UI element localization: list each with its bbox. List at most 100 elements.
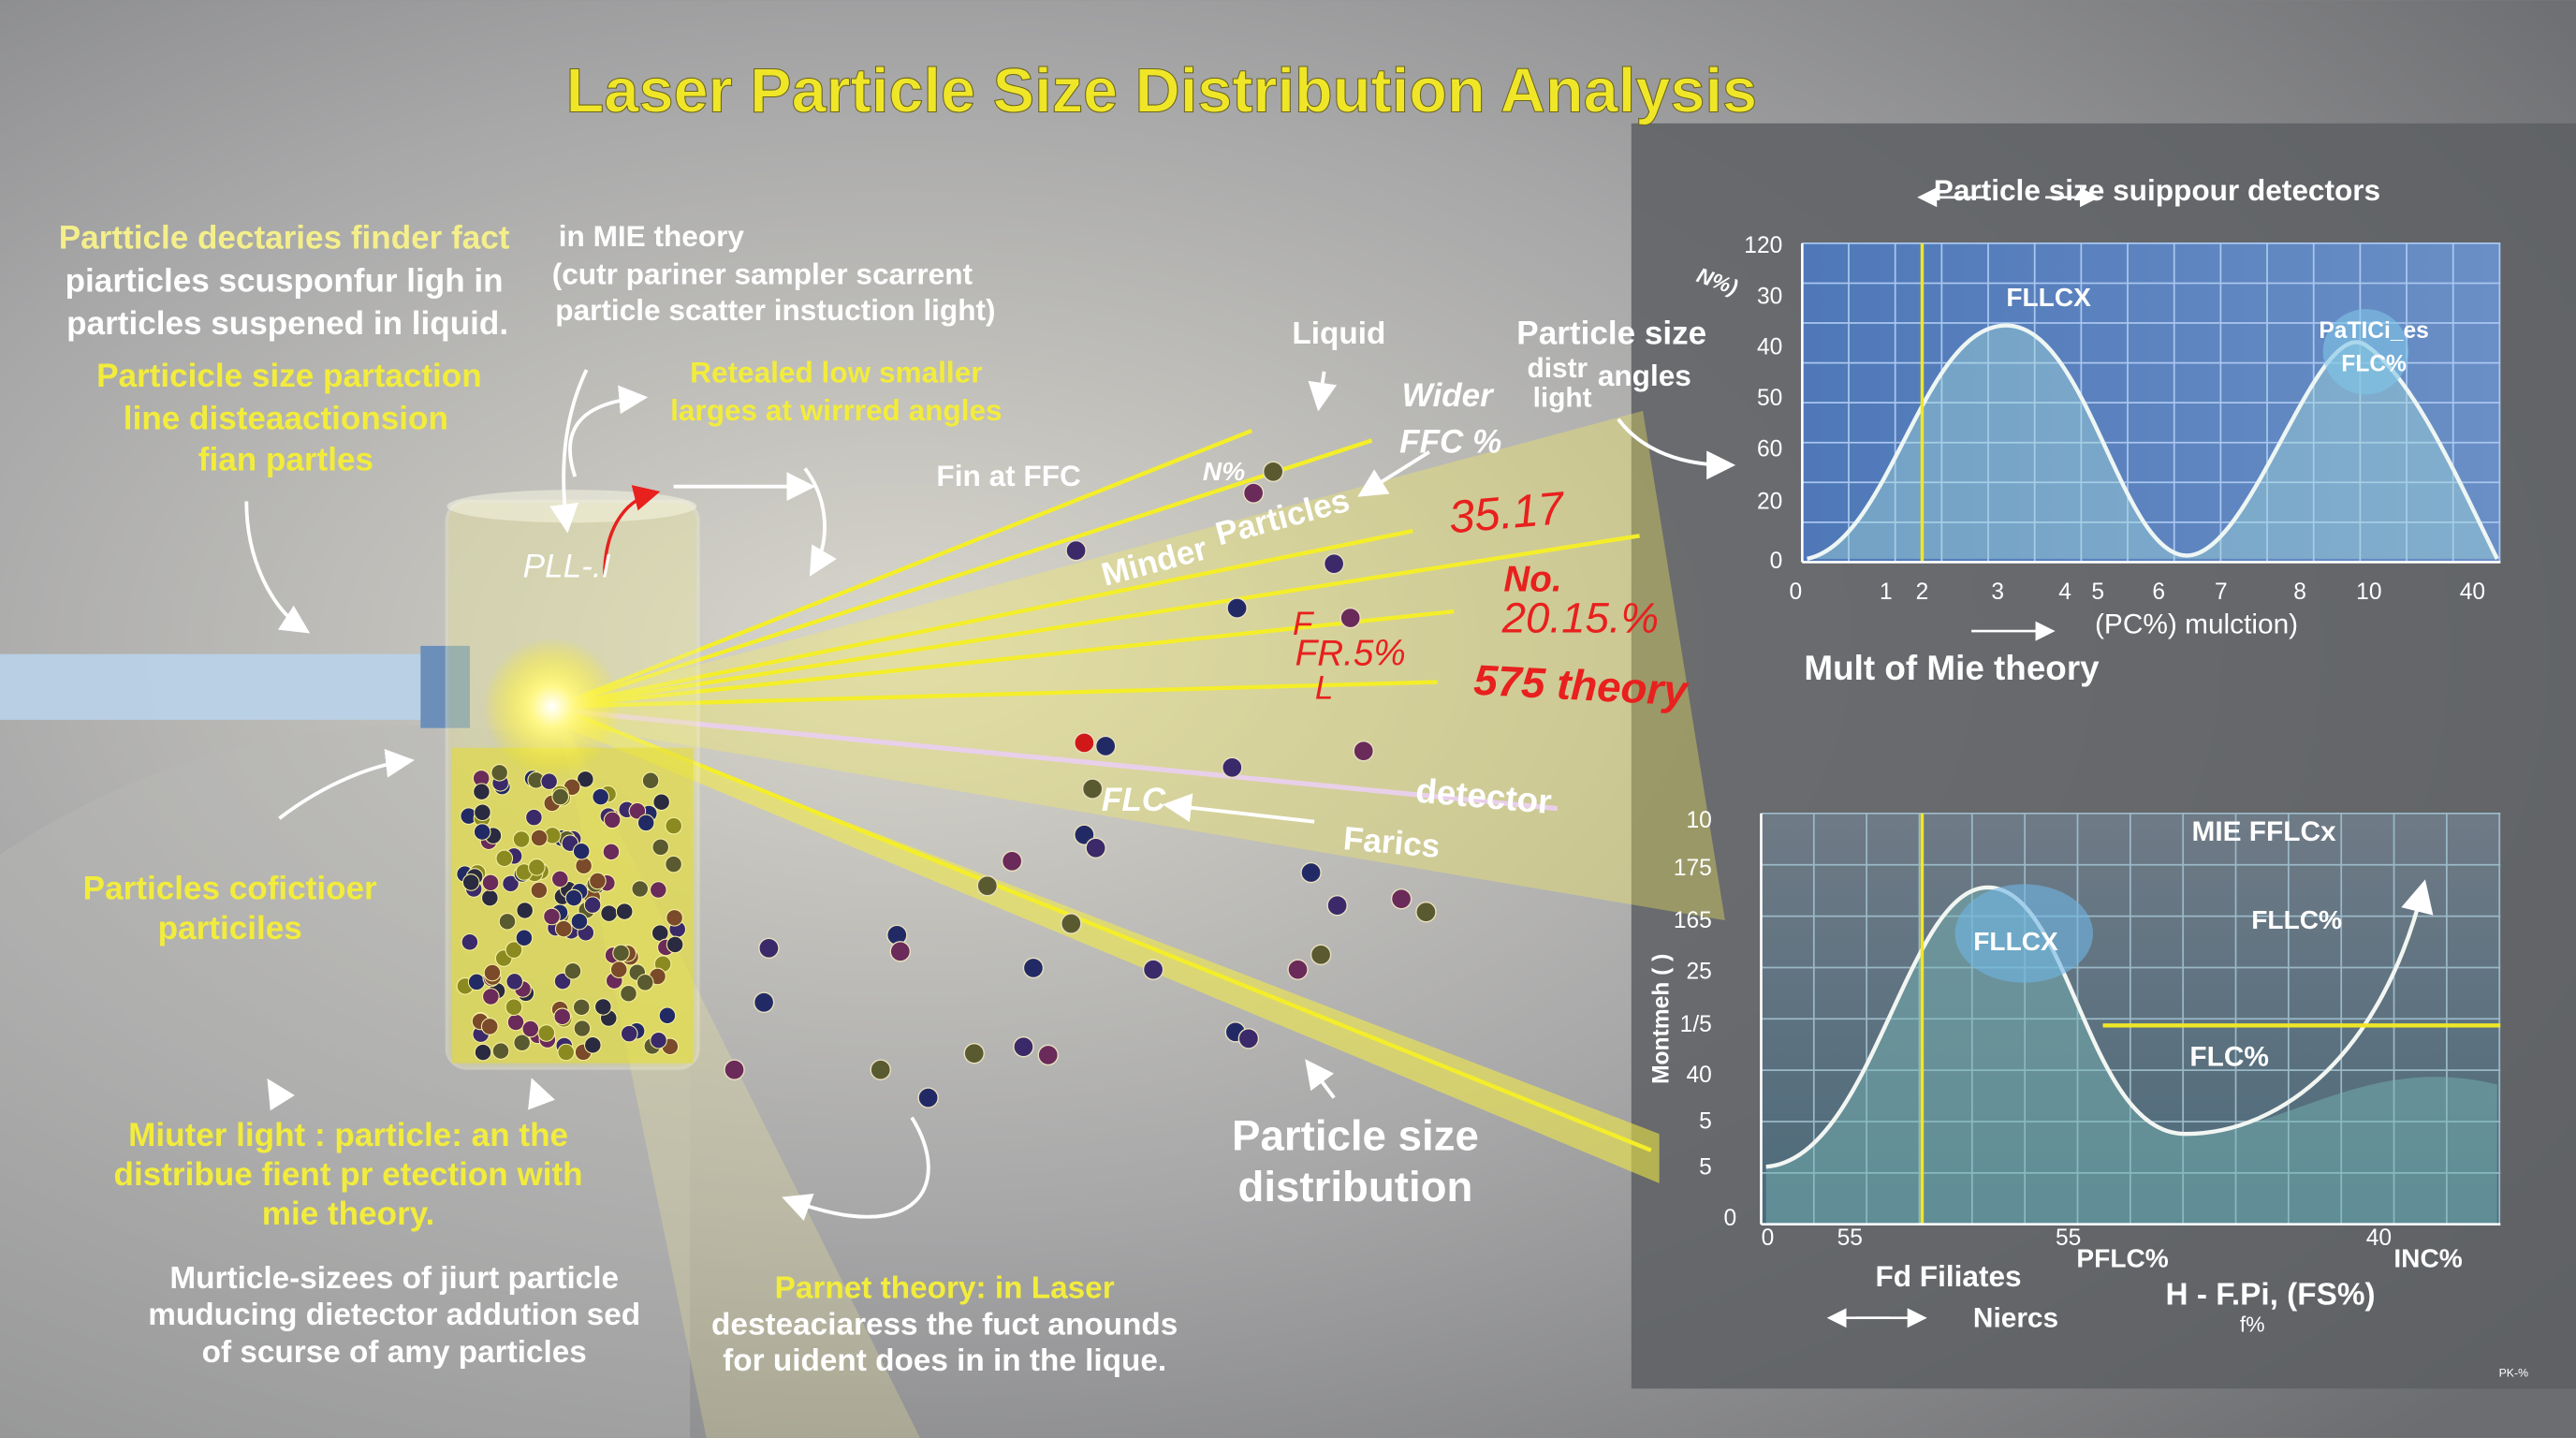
notes-text: Particicle size partaction [96,358,482,394]
particle [1085,837,1106,859]
particle [889,941,912,962]
notes-text: (cutr pariner sampler scarrent [552,257,973,290]
notes-text: Partticle dectaries finder fact [59,220,510,257]
particle [583,1035,602,1054]
chart-bottom-text: Fd Filiates [1875,1259,2021,1293]
chart-top-text: 0 [1789,580,1802,605]
particle [551,787,570,806]
arrow [267,1078,295,1111]
chart-bottom-text: FLLC% [2251,905,2342,934]
beam-labels-text: distr [1528,353,1588,384]
notes-text: of scurse of amy particles [202,1335,587,1370]
beam-labels-text: Fin at FFC [936,459,1080,492]
notes-text: Murticle-sizees of jiurt particle [169,1261,619,1296]
particle [480,1018,499,1035]
particle [658,1006,677,1025]
particle [540,772,558,790]
chart-top-text: 10 [2356,580,2381,605]
chart-top-text: Particle size suippour detectors [1934,173,2380,207]
particle [506,1013,525,1032]
chart-bottom-text: 40 [2366,1225,2392,1251]
notes-text: larges at wirrred angles [670,393,1003,427]
particle [1022,957,1045,979]
particle [530,881,549,900]
chart-top-text: 3 [1991,580,2004,605]
particle [589,872,607,890]
chart-top-text: 4 [2058,580,2071,605]
particle [461,932,479,951]
notes-text: Miuter light : particle: an the [128,1117,568,1153]
chart-bottom-text: 40 [1686,1063,1711,1088]
chart-top-text: 20 [1757,490,1782,515]
particle [594,998,612,1016]
particle [461,873,480,891]
beam-labels-text: Particle size [1516,315,1706,351]
red-labels-text: L [1315,670,1334,707]
particle [1074,732,1095,754]
chart-top-text: 50 [1757,386,1782,411]
chart-bottom-text: FLLCX [1973,927,2058,956]
particle [570,912,589,931]
chart-top-text: 2 [1916,580,1929,605]
particle [491,1042,510,1060]
chart-bottom-text: 175 [1674,856,1712,881]
particle [1287,959,1309,980]
particle [564,888,583,907]
particles [456,461,1437,1108]
particle [505,998,523,1017]
notes-text: desteaciaress the fuct anounds [711,1307,1178,1342]
chart-bottom-text: 0 [1723,1206,1736,1231]
particle [1415,901,1437,923]
beam-glow [555,410,1725,921]
arrow [1308,371,1338,412]
particle [1142,959,1164,980]
particle [602,843,621,861]
notes-text: line disteaactionsion [124,401,448,437]
chart-top-text: 60 [1757,437,1782,462]
labels: Laser Particle Size Distribution Analysi… [59,56,2528,1380]
curve-fill [1807,325,2497,559]
light-ray [554,438,1373,709]
light-ray [554,707,1559,812]
particle [1037,1044,1059,1066]
light-ray [555,680,1438,710]
red-labels-text: F [1293,606,1315,642]
light-ray [554,704,1652,1152]
chart-bottom-text: H - F.Pi, (FS%) [2166,1278,2376,1313]
chart-bottom-text: 10 [1686,808,1711,833]
particle [553,1007,572,1026]
beam-labels-text: light [1533,383,1592,414]
particle [1065,539,1087,562]
curve-fill [1765,887,2497,1225]
particle [609,961,628,978]
arrow [278,748,415,820]
particle [564,961,582,980]
particle [572,842,591,860]
chart-bottom-text: MIE FFLCx [2191,816,2336,847]
arrow [568,385,649,477]
particle [1013,1035,1034,1058]
particle [554,919,573,938]
arrow [782,1116,930,1221]
arrow [1617,418,1736,480]
beam-labels-text: Liquid [1292,316,1385,351]
notes-text: piarticles scusponfur ligh in [66,262,504,299]
chart-top-text: Mult of Mie theory [1804,649,2100,687]
beam-labels-text: FLC [1102,782,1166,818]
particle [551,870,569,888]
particle [665,816,683,835]
particle [724,1059,745,1080]
particle [666,909,683,927]
arrow [244,501,311,634]
arrow [549,369,589,534]
particle [474,803,491,822]
particle [473,783,490,800]
beam-labels-text: Wider [1402,377,1496,414]
particle [481,888,499,907]
laser-beam [0,653,428,720]
chart-top-text: 120 [1744,233,1782,258]
laser-flash [483,638,622,776]
chart-bottom-text: f% [2240,1313,2265,1337]
notes-text: Particle size [1232,1111,1479,1159]
notes-text: mie theory. [262,1196,435,1232]
